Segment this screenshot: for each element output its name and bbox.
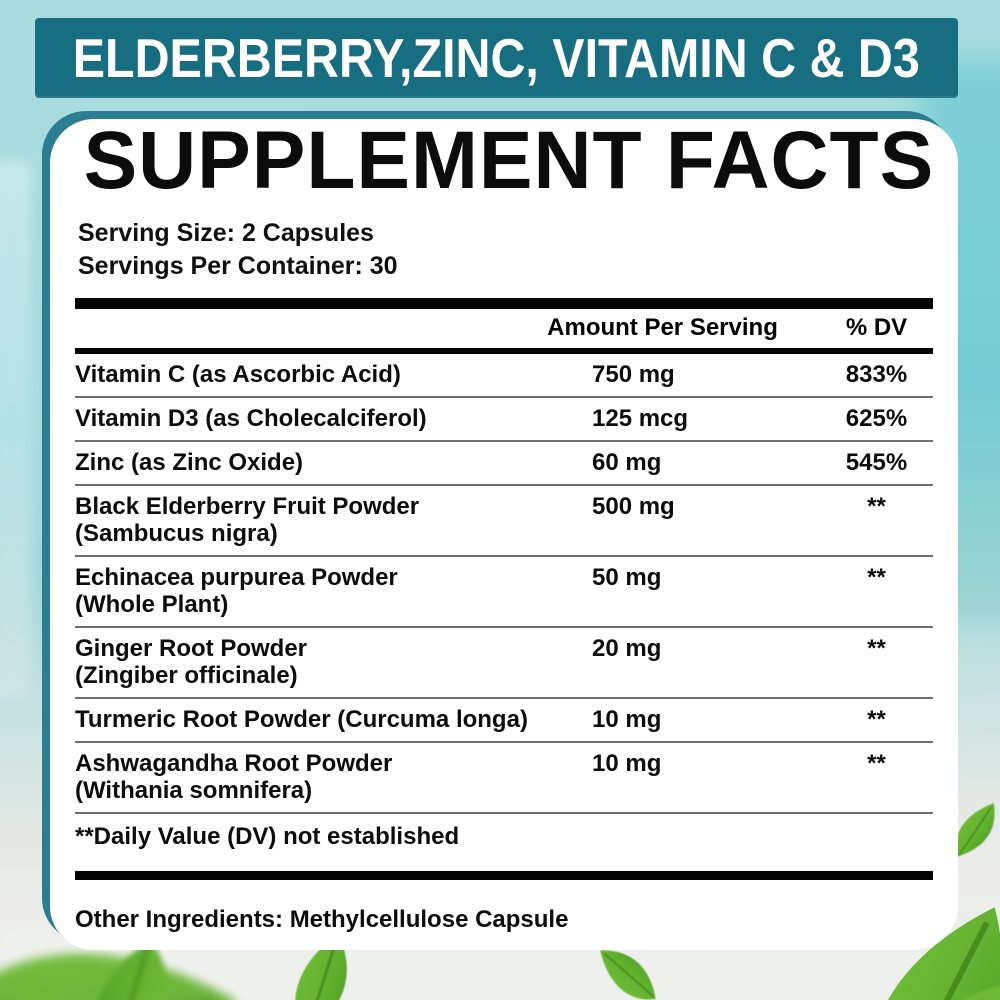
- nutrient-amount: 50 mg: [592, 564, 662, 591]
- nutrient-amount: 125 mcg: [592, 405, 689, 432]
- table-row: Zinc (as Zinc Oxide) 60 mg 545%: [75, 442, 933, 486]
- nutrient-amount: 20 mg: [592, 635, 662, 662]
- nutrient-name: Vitamin C (as Ascorbic Acid): [75, 361, 401, 388]
- nutrient-dv: **: [867, 706, 886, 733]
- nutrient-dv: 625%: [845, 405, 908, 432]
- nutrient-dv: **: [867, 750, 886, 777]
- supplement-facts-panel: SUPPLEMENT FACTS Serving Size: 2 Capsule…: [50, 119, 958, 950]
- serving-size: Serving Size: 2 Capsules: [78, 219, 374, 247]
- table-row: Black Elderberry Fruit Powder (Sambucus …: [75, 486, 933, 557]
- table-row: Ginger Root Powder (Zingiber officinale)…: [75, 628, 933, 699]
- nutrient-amount: 500 mg: [592, 493, 675, 520]
- background-blur-shape: [0, 160, 32, 700]
- other-ingredients: Other Ingredients: Methylcellulose Capsu…: [75, 906, 569, 933]
- dv-footnote: **Daily Value (DV) not established: [75, 823, 460, 850]
- nutrient-dv: **: [867, 564, 886, 591]
- header-percent-dv: % DV: [845, 314, 908, 341]
- nutrient-name: Ginger Root Powder (Zingiber officinale): [75, 635, 308, 689]
- nutrient-name: Black Elderberry Fruit Powder (Sambucus …: [75, 493, 420, 547]
- nutrient-dv: 833%: [845, 361, 908, 388]
- table-row: Vitamin C (as Ascorbic Acid) 750 mg 833%: [75, 354, 933, 398]
- nutrient-amount: 10 mg: [592, 750, 662, 777]
- table-row: Ashwagandha Root Powder (Withania somnif…: [75, 743, 933, 814]
- product-title: ELDERBERRY,ZINC, VITAMIN C & D3: [72, 27, 921, 89]
- header-amount-per-serving: Amount Per Serving: [547, 314, 778, 341]
- table-row: Echinacea purpurea Powder (Whole Plant) …: [75, 557, 933, 628]
- servings-per-container: Servings Per Container: 30: [78, 252, 398, 280]
- serving-info: Serving Size: 2 Capsules Servings Per Co…: [78, 217, 933, 283]
- nutrient-amount: 750 mg: [592, 361, 675, 388]
- divider-thick-underheader: [75, 348, 933, 354]
- nutrient-dv: **: [867, 493, 886, 520]
- nutrient-amount: 10 mg: [592, 706, 662, 733]
- table-header-row: Amount Per Serving % DV: [75, 309, 933, 348]
- nutrient-name: Ashwagandha Root Powder (Withania somnif…: [75, 750, 393, 804]
- divider-thick-top: [75, 298, 933, 309]
- nutrient-name: Echinacea purpurea Powder (Whole Plant): [75, 564, 398, 618]
- nutrient-dv: **: [867, 635, 886, 662]
- supplement-facts-title: SUPPLEMENT FACTS: [83, 115, 935, 206]
- leaf-icon: [598, 943, 658, 1000]
- table-row: Turmeric Root Powder (Curcuma longa) 10 …: [75, 699, 933, 743]
- nutrient-name: Turmeric Root Powder (Curcuma longa): [75, 706, 528, 733]
- nutrient-name: Vitamin D3 (as Cholecalciferol): [75, 405, 427, 432]
- product-title-banner: ELDERBERRY,ZINC, VITAMIN C & D3: [35, 18, 958, 98]
- nutrient-name: Zinc (as Zinc Oxide): [75, 449, 304, 476]
- nutrient-amount: 60 mg: [592, 449, 662, 476]
- nutrient-dv: 545%: [845, 449, 908, 476]
- divider-thick-bottom: [75, 871, 933, 880]
- table-row: Vitamin D3 (as Cholecalciferol) 125 mcg …: [75, 398, 933, 442]
